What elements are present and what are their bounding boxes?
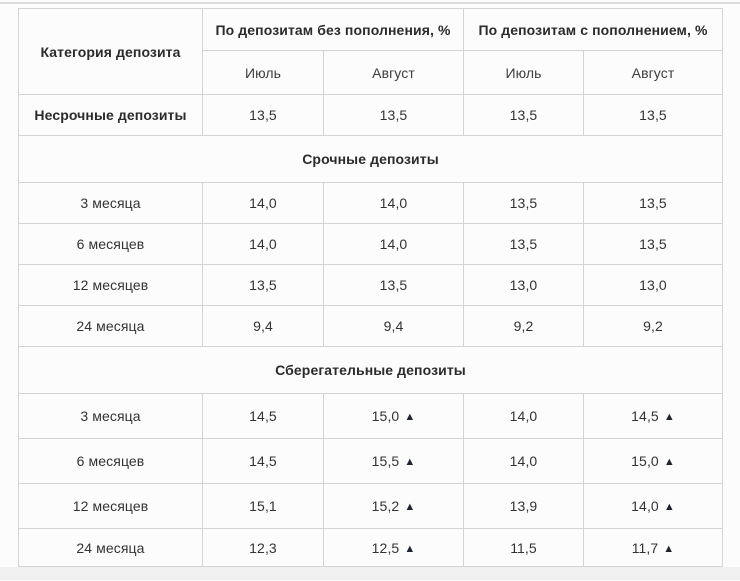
cropped-element-edge	[0, 2, 740, 4]
rate-cell: 13,5	[583, 182, 723, 224]
rate-cell: 15,0 ▲	[323, 393, 464, 439]
rate-increase-icon: ▲	[404, 501, 416, 513]
rate-value: 15,2	[371, 498, 400, 514]
group-header-with-topup: По депозитам с пополнением, %	[463, 8, 723, 51]
rate-increase-icon: ▲	[663, 456, 675, 468]
deposit-term-label: 3 месяца	[18, 393, 203, 439]
rate-cell: 11,5	[463, 528, 584, 567]
rate-cell: 13,5	[202, 264, 324, 306]
deposit-term-label: 24 месяца	[18, 528, 203, 567]
rate-cell: 14,0	[323, 182, 464, 224]
rate-value: 15,5	[371, 453, 400, 469]
section-divider-row: Срочные депозиты	[18, 135, 723, 183]
section-divider-row: Сберегательные депозиты	[18, 346, 723, 394]
rate-increase-icon: ▲	[404, 456, 416, 468]
rate-cell: 15,1	[202, 483, 324, 529]
month-column-header: Июль	[463, 50, 584, 95]
rate-cell: 13,0	[583, 264, 723, 306]
rate-increase-icon: ▲	[404, 542, 416, 555]
rate-value: 15,0	[371, 408, 400, 424]
rate-cell: 13,5	[583, 223, 723, 265]
rate-increase-icon: ▲	[404, 411, 416, 423]
table-row: 24 месяца 12,3 12,5 ▲ 11,5 11,7 ▲	[18, 528, 723, 567]
table-row: 6 месяцев 14,0 14,0 13,5 13,5	[18, 223, 723, 265]
table-row: Несрочные депозиты 13,5 13,5 13,5 13,5	[18, 94, 723, 136]
section-title: Срочные депозиты	[18, 135, 723, 183]
rate-cell: 14,0	[463, 393, 584, 439]
deposit-term-label: 6 месяцев	[18, 438, 203, 484]
rate-cell: 14,5 ▲	[583, 393, 723, 439]
rate-cell: 13,5	[323, 94, 464, 136]
rate-cell: 14,0	[323, 223, 464, 265]
rate-increase-icon: ▲	[663, 542, 675, 555]
rate-cell: 15,5 ▲	[323, 438, 464, 484]
rate-cell: 14,5	[202, 393, 324, 439]
rate-cell: 14,0	[463, 438, 584, 484]
table-row: 3 месяца 14,5 15,0 ▲ 14,0 14,5 ▲	[18, 393, 723, 439]
rate-cell: 13,5	[463, 223, 584, 265]
rate-cell: 9,4	[202, 305, 324, 347]
rate-cell: 13,5	[583, 94, 723, 136]
rate-value: 11,7	[631, 539, 659, 556]
rate-cell: 14,0	[202, 223, 324, 265]
month-column-header: Август	[583, 50, 723, 95]
deposit-term-label: 12 месяцев	[18, 264, 203, 306]
deposit-term-label: 12 месяцев	[18, 483, 203, 529]
table-row: Июль Август Июль Август	[19, 50, 723, 95]
rate-increase-icon: ▲	[663, 501, 675, 513]
rate-value: 14,0	[631, 498, 659, 514]
rate-cell: 13,0	[463, 264, 584, 306]
rate-cell: 13,5	[323, 264, 464, 306]
rate-cell: 13,5	[463, 182, 584, 224]
rate-increase-icon: ▲	[663, 411, 675, 423]
table-row: 3 месяца 14,0 14,0 13,5 13,5	[18, 182, 723, 224]
month-column-header: Август	[323, 50, 464, 95]
section-title: Сберегательные депозиты	[18, 346, 723, 394]
rate-cell: 12,5 ▲	[323, 528, 464, 567]
rate-cell: 9,2	[583, 305, 723, 347]
rate-cell: 14,5	[202, 438, 324, 484]
rate-cell: 14,0 ▲	[583, 483, 723, 529]
rate-cell: 15,0 ▲	[583, 438, 723, 484]
rate-cell: 9,2	[463, 305, 584, 347]
rate-value: 12,5	[371, 539, 400, 556]
rate-cell: 11,7 ▲	[583, 528, 723, 567]
month-column-header: Июль	[202, 50, 324, 95]
rate-value: 14,5	[631, 408, 659, 424]
rate-cell: 15,2 ▲	[323, 483, 464, 529]
rate-value: 15,0	[631, 453, 659, 469]
table-row: Категория депозита По депозитам без попо…	[18, 8, 723, 95]
table-row: 12 месяцев 15,1 15,2 ▲ 13,9 14,0 ▲	[18, 483, 723, 529]
deposit-term-label: 3 месяца	[18, 182, 203, 224]
table-row: 6 месяцев 14,5 15,5 ▲ 14,0 15,0 ▲	[18, 438, 723, 484]
deposit-term-label: 6 месяцев	[18, 223, 203, 265]
group-header-without-topup: По депозитам без пополнения, %	[202, 8, 464, 51]
rate-cell: 13,5	[463, 94, 584, 136]
deposit-rates-table: Категория депозита По депозитам без попо…	[18, 8, 723, 567]
table-row: 24 месяца 9,4 9,4 9,2 9,2	[18, 305, 723, 347]
rate-cell: 14,0	[202, 182, 324, 224]
rate-cell: 12,3	[202, 528, 324, 567]
page-background-strip	[0, 567, 740, 580]
rate-cell: 13,5	[202, 94, 324, 136]
rate-cell: 9,4	[323, 305, 464, 347]
rate-cell: 13,9	[463, 483, 584, 529]
deposit-term-label: 24 месяца	[18, 305, 203, 347]
table-row: 12 месяцев 13,5 13,5 13,0 13,0	[18, 264, 723, 306]
category-column-header: Категория депозита	[18, 8, 203, 95]
deposit-category-label: Несрочные депозиты	[18, 94, 203, 136]
